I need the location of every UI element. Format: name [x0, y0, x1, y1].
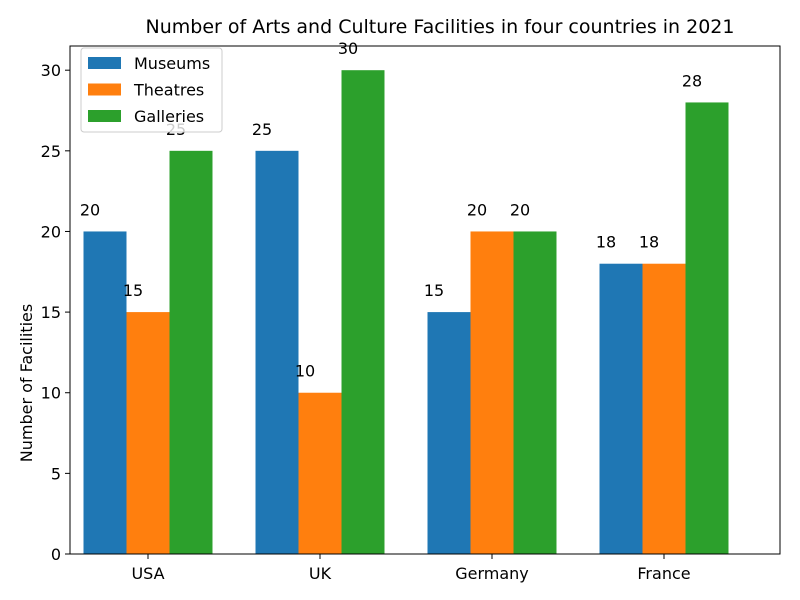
data-label-museums-usa: 20 [80, 200, 100, 219]
y-tick-label: 0 [51, 545, 61, 564]
bar-galleries-france [685, 102, 729, 554]
data-label-theatres-uk: 10 [295, 362, 315, 381]
bar-galleries-usa [169, 150, 213, 555]
bar-galleries-uk [341, 70, 385, 554]
bar-museums-usa [83, 231, 127, 554]
y-tick-label: 25 [41, 142, 61, 161]
legend-swatch-museums [88, 57, 121, 69]
data-label-museums-germany: 15 [424, 281, 444, 300]
bar-galleries-germany [513, 231, 557, 554]
legend-swatch-galleries [88, 110, 121, 122]
y-axis-label: Number of Facilities [17, 304, 36, 462]
legend-swatch-theatres [88, 83, 121, 96]
data-label-theatres-usa: 15 [123, 281, 143, 300]
data-label-museums-france: 18 [596, 233, 616, 252]
legend: Museums Theatres Galleries [80, 47, 223, 133]
data-label-galleries-uk: 30 [338, 39, 358, 58]
bar-theatres-france [642, 263, 686, 554]
x-tick-label-uk: UK [309, 564, 332, 583]
legend-label-museums: Museums [134, 54, 210, 73]
bars-layer [83, 70, 729, 555]
bar-museums-uk [255, 150, 299, 555]
axes-layer: 0 5 10 15 20 25 30 USA UK Germany France [41, 45, 781, 583]
y-tick-label: 15 [41, 303, 61, 322]
plot-frame [69, 45, 781, 555]
bar-theatres-uk [298, 392, 342, 554]
legend-label-theatres: Theatres [133, 81, 204, 100]
bar-theatres-germany [470, 231, 514, 554]
x-tick-label-germany: Germany [455, 564, 529, 583]
data-label-galleries-germany: 20 [510, 200, 530, 219]
data-label-museums-uk: 25 [252, 120, 272, 139]
x-tick-label-usa: USA [131, 564, 164, 583]
bar-theatres-usa [126, 312, 170, 554]
bar-museums-germany [427, 312, 471, 554]
y-tick-label: 5 [51, 464, 61, 483]
data-label-theatres-france: 18 [639, 233, 659, 252]
chart-title: Number of Arts and Culture Facilities in… [146, 16, 735, 38]
x-tick-label-france: France [637, 564, 690, 583]
data-label-theatres-germany: 20 [467, 200, 487, 219]
bar-museums-france [599, 263, 643, 554]
data-label-galleries-france: 28 [682, 71, 702, 90]
y-tick-label: 10 [41, 384, 61, 403]
y-tick-label: 30 [41, 61, 61, 80]
legend-label-galleries: Galleries [134, 107, 204, 126]
y-tick-label: 20 [41, 222, 61, 241]
